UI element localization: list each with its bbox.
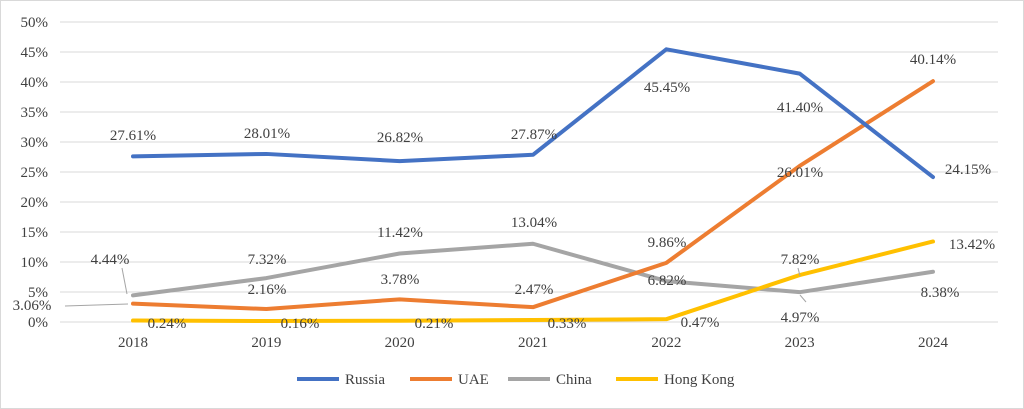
x-tick-label: 2019	[251, 335, 281, 351]
x-tick-label: 2021	[518, 335, 548, 351]
legend-label: Hong Kong	[664, 372, 735, 388]
x-tick-label: 2018	[118, 335, 148, 351]
x-tick-label: 2024	[918, 335, 949, 351]
data-label: 4.97%	[781, 310, 820, 326]
legend-label: China	[556, 372, 592, 388]
y-tick-label: 15%	[21, 225, 49, 241]
data-label: 13.04%	[511, 215, 557, 231]
data-label: 45.45%	[644, 80, 690, 96]
series-line-russia	[131, 47, 935, 180]
data-label: 0.47%	[681, 315, 720, 331]
data-label: 27.61%	[110, 128, 156, 144]
y-tick-label: 0%	[28, 315, 48, 331]
y-tick-label: 35%	[21, 105, 49, 121]
x-tick-label: 2022	[651, 335, 681, 351]
data-label: 0.24%	[148, 316, 187, 332]
leader-line	[64, 303, 129, 307]
y-tick-label: 10%	[21, 255, 49, 271]
data-label: 9.86%	[648, 235, 687, 251]
data-label: 28.01%	[244, 126, 290, 142]
data-label: 41.40%	[777, 100, 823, 116]
leader-line	[121, 267, 128, 295]
series-line-china	[131, 241, 935, 298]
series-line-uae	[131, 79, 935, 312]
data-label: 7.82%	[781, 252, 820, 268]
data-label: 4.44%	[91, 252, 130, 268]
y-tick-label: 30%	[21, 135, 49, 151]
y-tick-label: 40%	[21, 75, 49, 91]
data-label: 3.06%	[13, 298, 52, 314]
data-label: 8.38%	[921, 285, 960, 301]
data-label: 27.87%	[511, 127, 557, 143]
legend-label: Russia	[345, 372, 385, 388]
y-tick-label: 25%	[21, 165, 49, 181]
data-label: 0.21%	[415, 316, 454, 332]
data-label: 6.82%	[648, 273, 687, 289]
y-tick-label: 5%	[28, 285, 48, 301]
data-label: 3.78%	[381, 272, 420, 288]
y-tick-label: 50%	[21, 15, 49, 31]
y-tick-label: 45%	[21, 45, 49, 61]
x-tick-label: 2023	[785, 335, 815, 351]
data-label: 24.15%	[945, 162, 991, 178]
data-label: 7.32%	[248, 252, 287, 268]
data-label: 2.47%	[515, 282, 554, 298]
data-label: 2.16%	[248, 282, 287, 298]
y-tick-label: 20%	[21, 195, 49, 211]
data-label: 40.14%	[910, 52, 956, 68]
data-label: 11.42%	[377, 225, 423, 241]
leader-line	[797, 267, 801, 277]
leader-line	[799, 294, 807, 303]
data-label: 0.33%	[548, 316, 587, 332]
legend-label: UAE	[458, 372, 489, 388]
data-label: 26.01%	[777, 165, 823, 181]
x-tick-label: 2020	[385, 335, 415, 351]
data-label: 0.16%	[281, 316, 320, 332]
data-label: 13.42%	[949, 237, 995, 253]
data-label: 26.82%	[377, 130, 423, 146]
